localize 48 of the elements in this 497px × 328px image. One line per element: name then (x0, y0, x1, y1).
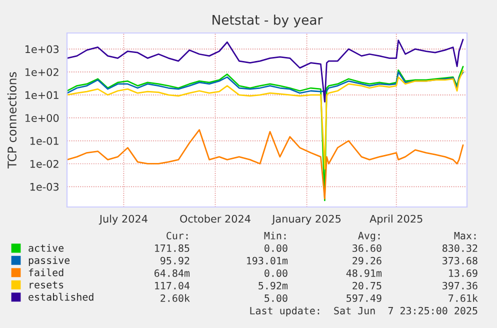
y-tick-label: 1e-02 (30, 160, 58, 168)
text: Max: (454, 232, 476, 240)
y-tick-label: 1e-03 (30, 182, 59, 191)
text: 2.60k (160, 294, 190, 302)
text: 171.85 (155, 244, 190, 252)
legend-label: passive (28, 256, 70, 266)
x-tick-label: July 2024 (98, 214, 148, 225)
text: 7.61k (448, 294, 478, 302)
x-tick-label: April 2025 (370, 214, 422, 225)
line-series (67, 129, 464, 200)
text: Last update: Sat Jun 7 23:25:00 2025 (250, 306, 478, 316)
text: 830.32 (442, 244, 478, 252)
text: Avg: (358, 232, 380, 242)
legend-label: failed (28, 268, 64, 276)
x-tick-label: October 2024 (180, 214, 250, 223)
text: 597.49 (346, 294, 382, 302)
text: Min: (264, 232, 286, 240)
chart-title: Netstat - by year (212, 14, 323, 28)
line-series (67, 66, 464, 202)
y-axis-title: TCP connections (7, 72, 16, 168)
y-tick-label: 1e+01 (25, 91, 58, 100)
text: 0.00 (264, 269, 288, 277)
text: 373.68 (442, 256, 478, 264)
line-series (67, 38, 464, 103)
text: 5.92m (258, 282, 288, 290)
y-tick-label: 1e+00 (25, 114, 59, 122)
text: 397.36 (442, 282, 478, 290)
legend-label: resets (30, 281, 64, 288)
text: 20.75 (352, 282, 382, 290)
text: 5.00 (264, 294, 288, 302)
text: 48.91m (346, 269, 382, 277)
x-tick-label: January 2025 (272, 214, 341, 225)
y-tick-label: 1e-01 (30, 137, 58, 145)
legend-label: active (28, 244, 64, 252)
text: 36.60 (352, 244, 382, 252)
y-tick-label: 1e+02 (25, 68, 58, 76)
text: 95.92 (160, 256, 190, 264)
text: 64.84m (154, 269, 190, 277)
y-tick-label: 1e+03 (25, 45, 59, 54)
line-series (67, 71, 464, 94)
text: Cur: (166, 232, 188, 240)
text: 0.00 (264, 244, 288, 252)
line-series (67, 70, 464, 170)
text: 193.01m (247, 256, 288, 264)
legend-label: established (28, 292, 94, 301)
text: 29.26 (352, 256, 382, 264)
text: 13.69 (449, 269, 478, 277)
text: 117.04 (155, 282, 190, 290)
